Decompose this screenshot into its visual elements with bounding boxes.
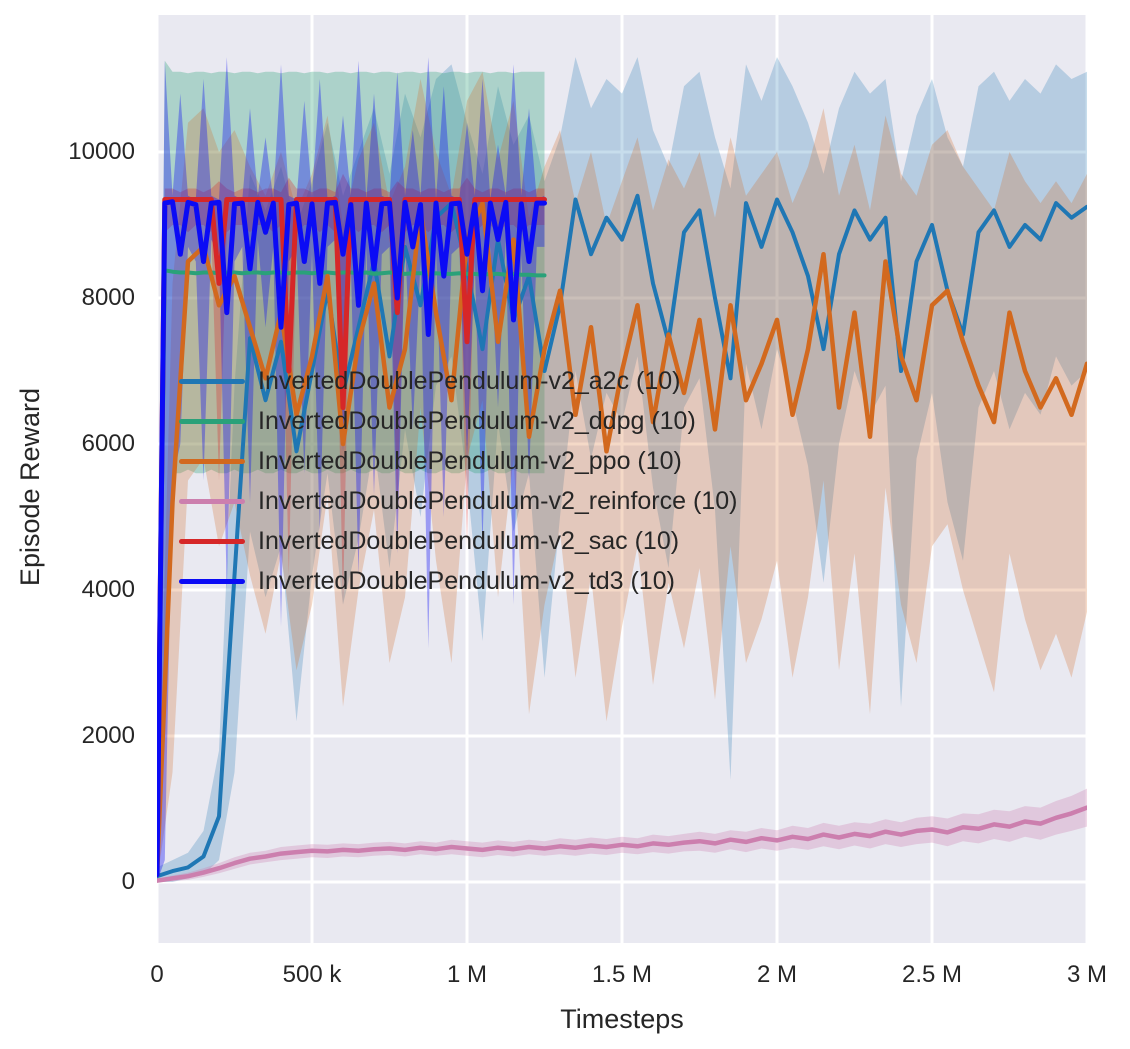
legend-label-a2c: InvertedDoublePendulum-v2_a2c (10) <box>258 366 681 395</box>
legend-label-reinforce: InvertedDoublePendulum-v2_reinforce (10) <box>258 486 738 515</box>
td3-line <box>157 199 547 878</box>
legend-swatch-td3 <box>179 578 245 584</box>
ddpg-band <box>157 60 545 883</box>
a2c-band <box>157 57 1087 883</box>
legend-swatch-a2c <box>179 378 245 384</box>
x-tick-label: 0 <box>150 961 164 988</box>
legend-swatch-ddpg <box>179 418 245 424</box>
y-tick-label: 0 <box>121 868 135 896</box>
chart-svg <box>157 15 1087 943</box>
legend-swatch-sac <box>179 538 245 544</box>
x-tick-label: 500 k <box>282 961 342 988</box>
legend-row-ppo: InvertedDoublePendulum-v2_ppo (10) <box>179 441 737 481</box>
legend-label-ppo: InvertedDoublePendulum-v2_ppo (10) <box>258 446 682 475</box>
reinforce-line <box>157 805 1087 883</box>
y-tick-label: 4000 <box>81 576 135 604</box>
x-axis-label: Timesteps <box>560 1004 684 1034</box>
legend-row-a2c: InvertedDoublePendulum-v2_a2c (10) <box>179 361 737 401</box>
legend-swatch-ppo <box>179 458 245 464</box>
legend-label-td3: InvertedDoublePendulum-v2_td3 (10) <box>258 566 675 595</box>
legend-label-ddpg: InvertedDoublePendulum-v2_ddpg (10) <box>258 406 696 435</box>
x-tick-label: 2.5 M <box>901 961 963 988</box>
legend-label-sac: InvertedDoublePendulum-v2_sac (10) <box>258 526 680 555</box>
y-tick-label: 8000 <box>81 284 135 312</box>
legend-row-reinforce: InvertedDoublePendulum-v2_reinforce (10) <box>179 481 737 521</box>
x-tick-label: 1.5 M <box>591 961 653 988</box>
sac-band <box>157 173 545 882</box>
plot-area <box>157 15 1087 943</box>
x-tick-label: 3 M <box>1066 961 1108 988</box>
y-tick-label: 6000 <box>81 430 135 458</box>
legend-row-td3: InvertedDoublePendulum-v2_td3 (10) <box>179 561 737 601</box>
x-tick-label: 1 M <box>446 961 488 988</box>
x-tick-label: 2 M <box>756 961 798 988</box>
legend: InvertedDoublePendulum-v2_a2c (10) Inver… <box>179 361 737 601</box>
y-tick-label: 10000 <box>68 138 135 166</box>
ppo-line <box>157 200 1087 877</box>
legend-swatch-reinforce <box>179 498 245 504</box>
y-tick-label: 2000 <box>81 722 135 750</box>
a2c-line <box>157 193 1087 879</box>
legend-row-ddpg: InvertedDoublePendulum-v2_ddpg (10) <box>179 401 737 441</box>
legend-row-sac: InvertedDoublePendulum-v2_sac (10) <box>179 521 737 561</box>
